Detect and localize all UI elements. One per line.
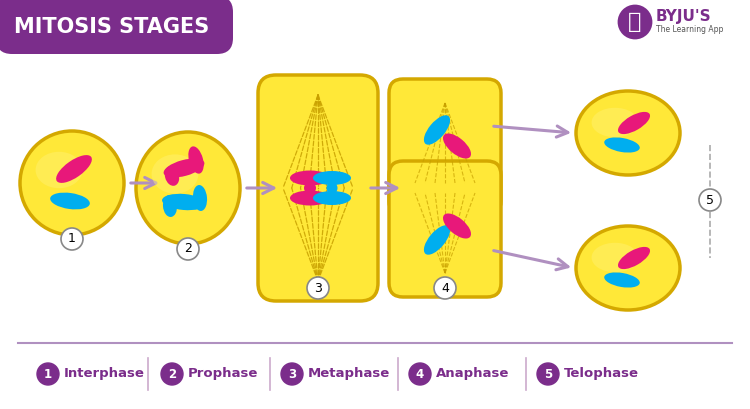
Circle shape	[61, 228, 83, 250]
Ellipse shape	[50, 193, 90, 209]
Circle shape	[177, 238, 199, 260]
Ellipse shape	[313, 171, 351, 185]
Text: 2: 2	[168, 368, 176, 380]
Ellipse shape	[188, 146, 204, 174]
Text: Metaphase: Metaphase	[308, 368, 390, 380]
Ellipse shape	[424, 225, 450, 255]
Text: 4: 4	[416, 368, 424, 380]
Text: Prophase: Prophase	[188, 368, 258, 380]
Ellipse shape	[576, 226, 680, 310]
Text: 5: 5	[544, 368, 552, 380]
Ellipse shape	[326, 182, 338, 194]
Text: Telophase: Telophase	[564, 368, 639, 380]
Circle shape	[281, 363, 303, 385]
Ellipse shape	[604, 272, 640, 288]
Circle shape	[161, 363, 183, 385]
Ellipse shape	[136, 132, 240, 244]
Text: MITOSIS STAGES: MITOSIS STAGES	[14, 17, 209, 37]
FancyBboxPatch shape	[0, 0, 233, 54]
FancyBboxPatch shape	[389, 79, 501, 215]
Ellipse shape	[313, 191, 351, 205]
Text: Interphase: Interphase	[64, 368, 145, 380]
Ellipse shape	[443, 133, 471, 159]
Circle shape	[537, 363, 559, 385]
Text: 3: 3	[314, 281, 322, 294]
Text: 4: 4	[441, 281, 449, 294]
Ellipse shape	[592, 243, 638, 272]
Circle shape	[699, 189, 721, 211]
FancyBboxPatch shape	[389, 161, 501, 297]
Ellipse shape	[290, 191, 330, 205]
Ellipse shape	[576, 91, 680, 175]
Ellipse shape	[618, 112, 650, 134]
Ellipse shape	[618, 247, 650, 269]
Text: Anaphase: Anaphase	[436, 368, 509, 380]
Ellipse shape	[424, 115, 450, 145]
Ellipse shape	[162, 194, 206, 210]
Ellipse shape	[290, 171, 330, 186]
Text: 5: 5	[706, 193, 714, 207]
Ellipse shape	[56, 155, 92, 183]
Ellipse shape	[304, 182, 316, 194]
Text: BYJU'S: BYJU'S	[656, 9, 712, 25]
Text: The Learning App: The Learning App	[656, 25, 723, 34]
Text: 1: 1	[44, 368, 52, 380]
Text: 2: 2	[184, 243, 192, 256]
Text: Ⓑ: Ⓑ	[628, 12, 642, 32]
Ellipse shape	[164, 159, 205, 178]
Circle shape	[37, 363, 59, 385]
Ellipse shape	[35, 152, 82, 188]
Ellipse shape	[604, 137, 640, 153]
Text: 3: 3	[288, 368, 296, 380]
FancyBboxPatch shape	[258, 75, 378, 301]
Circle shape	[307, 277, 329, 299]
Ellipse shape	[592, 108, 638, 137]
Ellipse shape	[20, 131, 124, 235]
Circle shape	[619, 6, 651, 38]
Ellipse shape	[163, 195, 177, 217]
Circle shape	[434, 277, 456, 299]
Ellipse shape	[193, 185, 207, 211]
Ellipse shape	[152, 155, 199, 193]
Circle shape	[409, 363, 431, 385]
Text: 1: 1	[68, 232, 76, 245]
Ellipse shape	[165, 166, 179, 186]
Ellipse shape	[443, 213, 471, 238]
